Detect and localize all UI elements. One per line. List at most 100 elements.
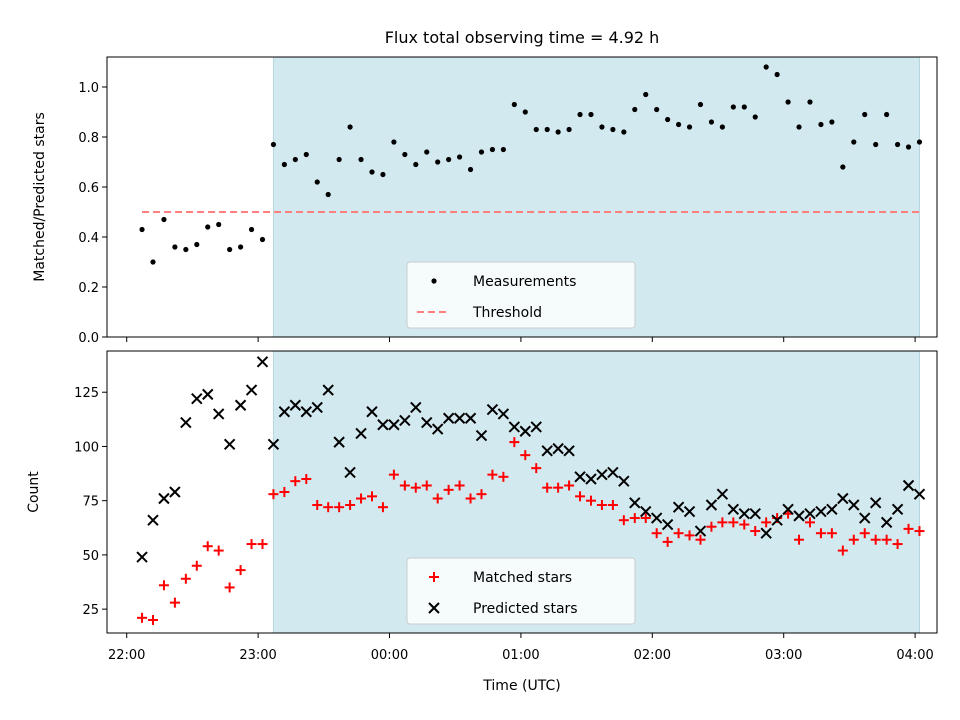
x-b bbox=[727, 503, 740, 516]
x-b bbox=[453, 412, 466, 424]
measurement-point bbox=[183, 246, 189, 253]
measurement-point bbox=[161, 216, 167, 223]
matched-star-point bbox=[881, 534, 892, 545]
matched-star-point bbox=[366, 491, 377, 502]
predicted-star-point bbox=[267, 438, 280, 450]
predicted-star-point bbox=[464, 412, 477, 424]
predicted-star-point bbox=[421, 416, 433, 429]
measurement-point bbox=[686, 124, 693, 130]
predicted-star-point bbox=[530, 421, 542, 433]
measurement-point bbox=[511, 101, 517, 108]
measurement-point bbox=[577, 111, 583, 118]
x-b bbox=[902, 479, 915, 492]
measurement-point bbox=[697, 101, 704, 108]
x-tick-label: 23:00 bbox=[239, 648, 276, 663]
matched-star-point bbox=[158, 580, 169, 591]
axes-frame bbox=[106, 350, 938, 634]
measurement-point bbox=[402, 151, 408, 158]
x-b bbox=[355, 427, 367, 440]
predicted-star-point bbox=[366, 406, 378, 418]
x-b bbox=[136, 551, 148, 563]
measurement-point bbox=[237, 244, 244, 250]
predicted-star-point bbox=[486, 403, 499, 416]
matched-star-point bbox=[180, 573, 191, 584]
predicted-star-point bbox=[508, 421, 521, 433]
measurement-point bbox=[500, 146, 506, 153]
predicted-star-point bbox=[212, 408, 225, 420]
matched-star-point bbox=[706, 521, 717, 532]
x-b bbox=[388, 419, 400, 431]
matched-star-point bbox=[487, 469, 498, 480]
predicted-star-point bbox=[804, 507, 816, 520]
x-b bbox=[596, 468, 608, 481]
predicted-star-point bbox=[202, 388, 214, 401]
predicted-star-point bbox=[694, 525, 707, 537]
y-tick-label: 125 bbox=[74, 386, 99, 401]
x-b bbox=[793, 510, 805, 522]
chart-title: Flux total observing time = 4.92 h bbox=[385, 28, 660, 47]
x-b bbox=[442, 412, 455, 424]
matched-star-point bbox=[235, 565, 246, 576]
y-tick-label: 0.0 bbox=[78, 331, 99, 346]
predicted-star-point bbox=[136, 551, 148, 563]
measurement-point bbox=[424, 149, 430, 155]
legend-label: Matched stars bbox=[473, 570, 572, 586]
measurement-point bbox=[730, 104, 736, 110]
matched-star-point bbox=[388, 469, 399, 480]
matched-star-point bbox=[268, 489, 279, 500]
predicted-star-point bbox=[388, 419, 400, 431]
x-b bbox=[640, 505, 652, 518]
matched-star-point bbox=[202, 541, 213, 552]
x-b bbox=[694, 525, 707, 537]
matched-star-point bbox=[914, 526, 925, 537]
predicted-star-point bbox=[344, 466, 356, 479]
ratio-panel: 0.0 0.2 0.4 0.6 0.8 1.0 Matched/Predicted star… bbox=[32, 56, 938, 346]
matched-star-point bbox=[520, 450, 531, 461]
measurement-point bbox=[435, 159, 441, 165]
x-b bbox=[716, 488, 729, 500]
legend-plus-icon bbox=[429, 572, 439, 582]
predicted-star-point bbox=[683, 505, 696, 518]
x-b bbox=[475, 429, 488, 442]
x-tick-label: 02:00 bbox=[634, 648, 671, 663]
matched-star-point bbox=[345, 500, 356, 511]
predicted-star-point bbox=[891, 503, 904, 516]
measurement-point bbox=[621, 129, 627, 135]
measurement-point bbox=[248, 226, 255, 233]
x-b bbox=[508, 421, 521, 433]
measurement-point bbox=[489, 146, 496, 153]
matched-star-point bbox=[695, 534, 706, 545]
matched-star-point bbox=[640, 513, 651, 524]
measurement-point bbox=[205, 224, 211, 230]
predicted-star-point bbox=[256, 356, 269, 368]
measurement-point bbox=[665, 116, 671, 123]
predicted-star-point bbox=[749, 507, 761, 520]
measurement-point bbox=[840, 164, 846, 170]
measurement-point bbox=[347, 124, 353, 130]
measurement-point bbox=[533, 126, 539, 133]
y-tick-label: 0.2 bbox=[78, 281, 99, 296]
matched-star-point bbox=[301, 473, 312, 484]
matched-star-point bbox=[629, 513, 640, 524]
measurement-point bbox=[544, 126, 550, 133]
measurement-point bbox=[478, 149, 485, 155]
x-b bbox=[322, 384, 334, 396]
predicted-star-point bbox=[661, 518, 674, 531]
x-b bbox=[618, 475, 630, 487]
x-b bbox=[585, 473, 597, 485]
matched-star-point bbox=[826, 528, 837, 539]
y-tick-label: 100 bbox=[74, 440, 99, 455]
predicted-star-point bbox=[410, 401, 422, 414]
x-b bbox=[169, 486, 181, 498]
predicted-star-point bbox=[399, 414, 411, 427]
x-b bbox=[738, 507, 750, 520]
x-b bbox=[311, 401, 323, 414]
x-tick-label: 00:00 bbox=[371, 648, 408, 663]
measurement-point bbox=[216, 221, 222, 228]
matched-star-point bbox=[191, 560, 202, 571]
predicted-star-point bbox=[596, 468, 608, 481]
matched-star-point bbox=[399, 480, 410, 491]
x-b bbox=[289, 399, 302, 411]
predicted-star-point bbox=[859, 512, 871, 524]
matched-star-point bbox=[848, 534, 859, 545]
